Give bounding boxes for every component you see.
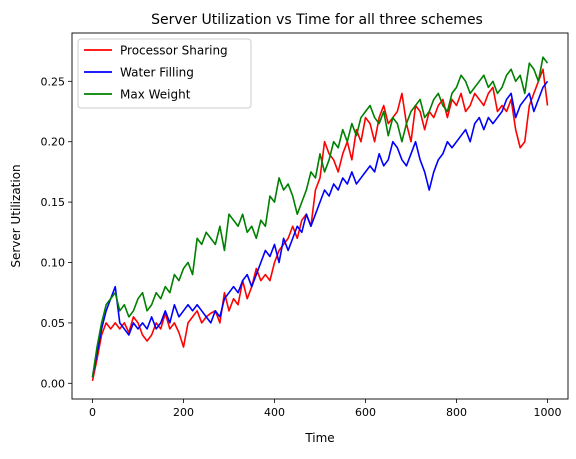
x-tick-label: 1000 <box>534 406 562 419</box>
y-tick-label: 0.10 <box>41 257 66 270</box>
y-axis-ticks: 0.00 0.05 0.10 0.15 0.20 0.25 <box>41 75 72 390</box>
y-tick-label: 0.20 <box>41 136 66 149</box>
legend-label-water-filling: Water Filling <box>120 66 194 80</box>
plot-area <box>71 32 569 400</box>
series-layer <box>91 56 549 382</box>
legend-box <box>77 38 252 109</box>
x-tick-label: 800 <box>446 406 467 419</box>
chart-title: Server Utilization vs Time for all three… <box>151 12 483 28</box>
series-line-max-weight <box>91 56 549 378</box>
plot-frame <box>71 32 569 400</box>
x-tick-label: 600 <box>355 406 376 419</box>
x-tick-label: 0 <box>89 406 96 419</box>
y-tick-label: 0.25 <box>41 75 66 88</box>
y-axis-label: Server Utilization <box>9 164 23 267</box>
x-axis-ticks: 0 200 400 600 800 1000 <box>89 399 562 419</box>
series-line-water-filling <box>91 80 549 378</box>
y-tick-label: 0.00 <box>41 377 66 390</box>
series-line-processor-sharing <box>91 68 549 382</box>
legend-label-max-weight: Max Weight <box>120 88 191 102</box>
legend: Processor Sharing Water Filling Max Weig… <box>77 38 252 109</box>
y-tick-label: 0.15 <box>41 196 66 209</box>
x-axis-label: Time <box>304 431 334 445</box>
x-tick-label: 400 <box>264 406 285 419</box>
y-tick-label: 0.05 <box>41 317 66 330</box>
legend-label-processor-sharing: Processor Sharing <box>120 44 228 58</box>
x-tick-label: 200 <box>173 406 194 419</box>
